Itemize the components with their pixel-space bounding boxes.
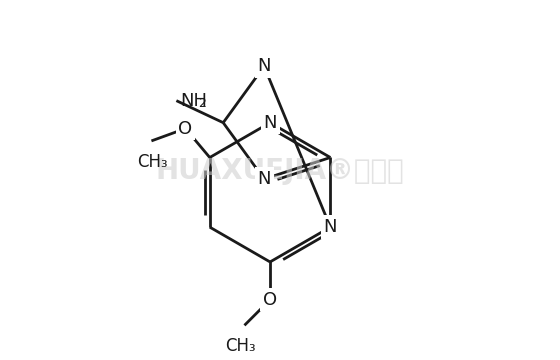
Text: HUAXUEJIA®化学加: HUAXUEJIA®化学加 (156, 157, 404, 185)
Text: CH₃: CH₃ (137, 153, 168, 171)
Text: N: N (258, 57, 271, 75)
Text: 2: 2 (198, 97, 206, 110)
Text: O: O (179, 120, 193, 138)
Text: N: N (324, 218, 337, 236)
Text: O: O (263, 291, 277, 309)
Text: CH₃: CH₃ (225, 337, 256, 355)
Text: NH: NH (180, 92, 207, 110)
Text: N: N (263, 114, 277, 132)
Text: N: N (258, 170, 271, 188)
